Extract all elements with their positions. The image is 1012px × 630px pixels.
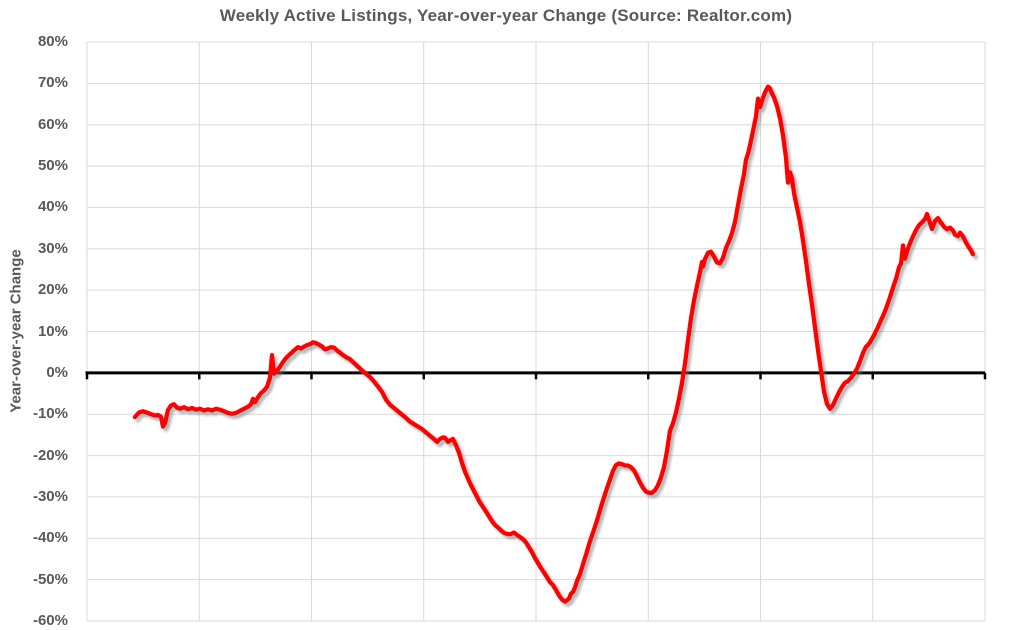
chart-title: Weekly Active Listings, Year-over-year C… xyxy=(219,6,793,25)
y-tick-label: 70% xyxy=(37,74,68,92)
y-tick-label: 30% xyxy=(37,239,68,257)
y-tick-label: -60% xyxy=(32,612,68,629)
y-axis-tick-labels: 80% 70% 60% 50% 40% 30% 20% 10% 0% -10% -20% -30% -4… xyxy=(0,0,68,630)
y-tick-label: -30% xyxy=(32,487,68,505)
y-tick-label: -40% xyxy=(32,529,68,547)
y-tick-label: 60% xyxy=(37,115,68,133)
y-tick-label: -20% xyxy=(32,446,68,464)
y-tick-label: 0% xyxy=(46,363,68,381)
data-line-series xyxy=(132,84,976,604)
y-tick-label: 10% xyxy=(37,322,68,340)
y-tick-label: 80% xyxy=(37,33,68,50)
y-tick-label: 50% xyxy=(37,157,68,175)
y-tick-label: 20% xyxy=(37,281,68,299)
y-tick-label: 40% xyxy=(37,198,68,216)
y-tick-label: -10% xyxy=(32,405,68,423)
y-tick-label: -50% xyxy=(32,570,68,588)
